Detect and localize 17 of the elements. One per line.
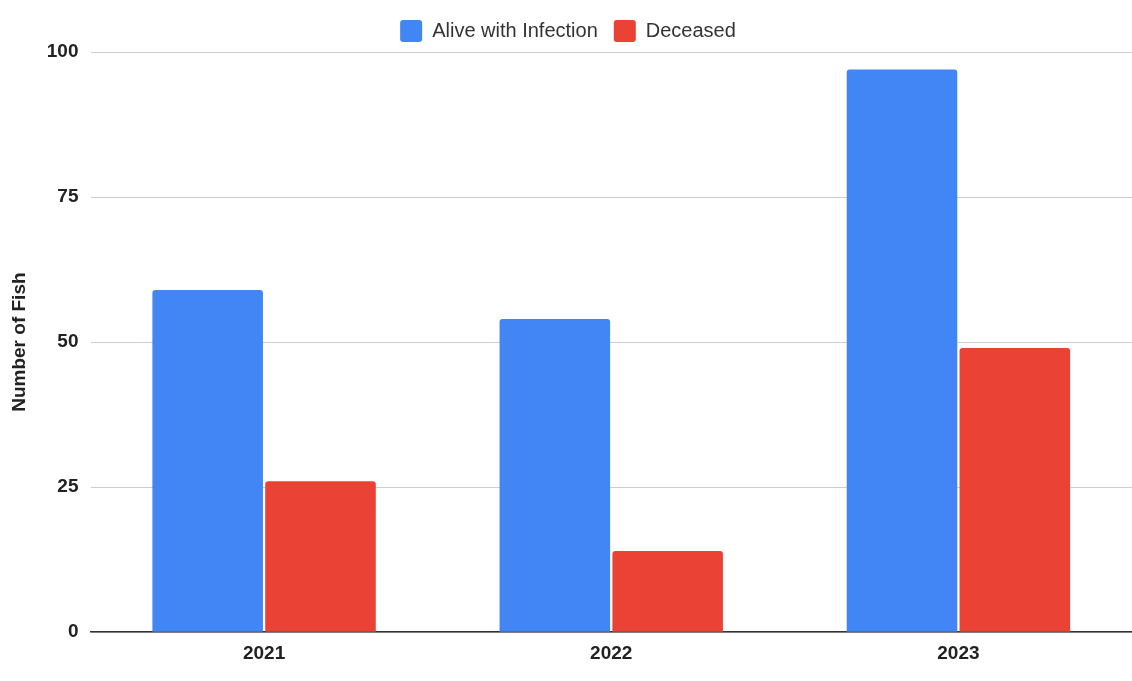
legend-label: Deceased	[645, 18, 736, 41]
y-tick-label: 75	[57, 185, 79, 207]
y-tick-label: 100	[46, 40, 79, 62]
y-tick-label: 0	[67, 620, 79, 642]
legend-label: Alive with Infection	[432, 18, 598, 41]
y-tick-label: 25	[57, 475, 79, 497]
x-tick-label: 2021	[242, 641, 286, 663]
bar	[265, 481, 376, 632]
bar	[846, 69, 958, 632]
bar	[612, 550, 723, 632]
y-axis-title: Number of Fish	[7, 272, 29, 412]
y-tick-label: 50	[57, 330, 79, 352]
x-tick-label: 2023	[937, 641, 980, 663]
x-tick-label: 2022	[590, 641, 633, 663]
bar	[152, 289, 263, 632]
bar	[499, 318, 611, 632]
bar	[959, 347, 1071, 632]
